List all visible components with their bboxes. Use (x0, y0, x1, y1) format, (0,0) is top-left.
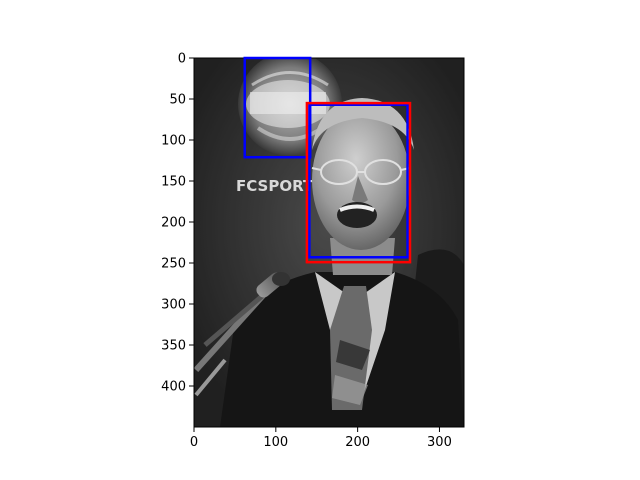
photo-image: FCSPORTS (194, 58, 464, 427)
x-tick-label: 300 (427, 435, 452, 450)
y-tick-label: 200 (161, 216, 186, 231)
bounding-boxes (243, 56, 412, 264)
y-tick-label: 250 (161, 257, 186, 272)
x-tick-label: 100 (263, 435, 288, 450)
bounding-box-2 (308, 103, 409, 259)
y-tick-label: 50 (169, 93, 186, 108)
y-tick-label: 150 (161, 175, 186, 190)
background-text: FCSPORTS (236, 177, 324, 195)
y-axis: 0 50 100 150 200 250 300 350 400 (161, 52, 194, 395)
y-tick-label: 0 (178, 52, 186, 67)
face-shape (311, 98, 414, 250)
microphone-shape (194, 272, 290, 397)
x-tick-label: 0 (190, 435, 198, 450)
y-tick-label: 350 (161, 339, 186, 354)
x-tick-label: 200 (345, 435, 370, 450)
x-axis: 0 100 200 300 (190, 427, 452, 450)
plot-frame (193, 57, 465, 428)
y-tick-label: 400 (161, 380, 186, 395)
bounding-box-3 (305, 101, 412, 264)
y-tick-label: 100 (161, 134, 186, 149)
y-tick-label: 300 (161, 298, 186, 313)
